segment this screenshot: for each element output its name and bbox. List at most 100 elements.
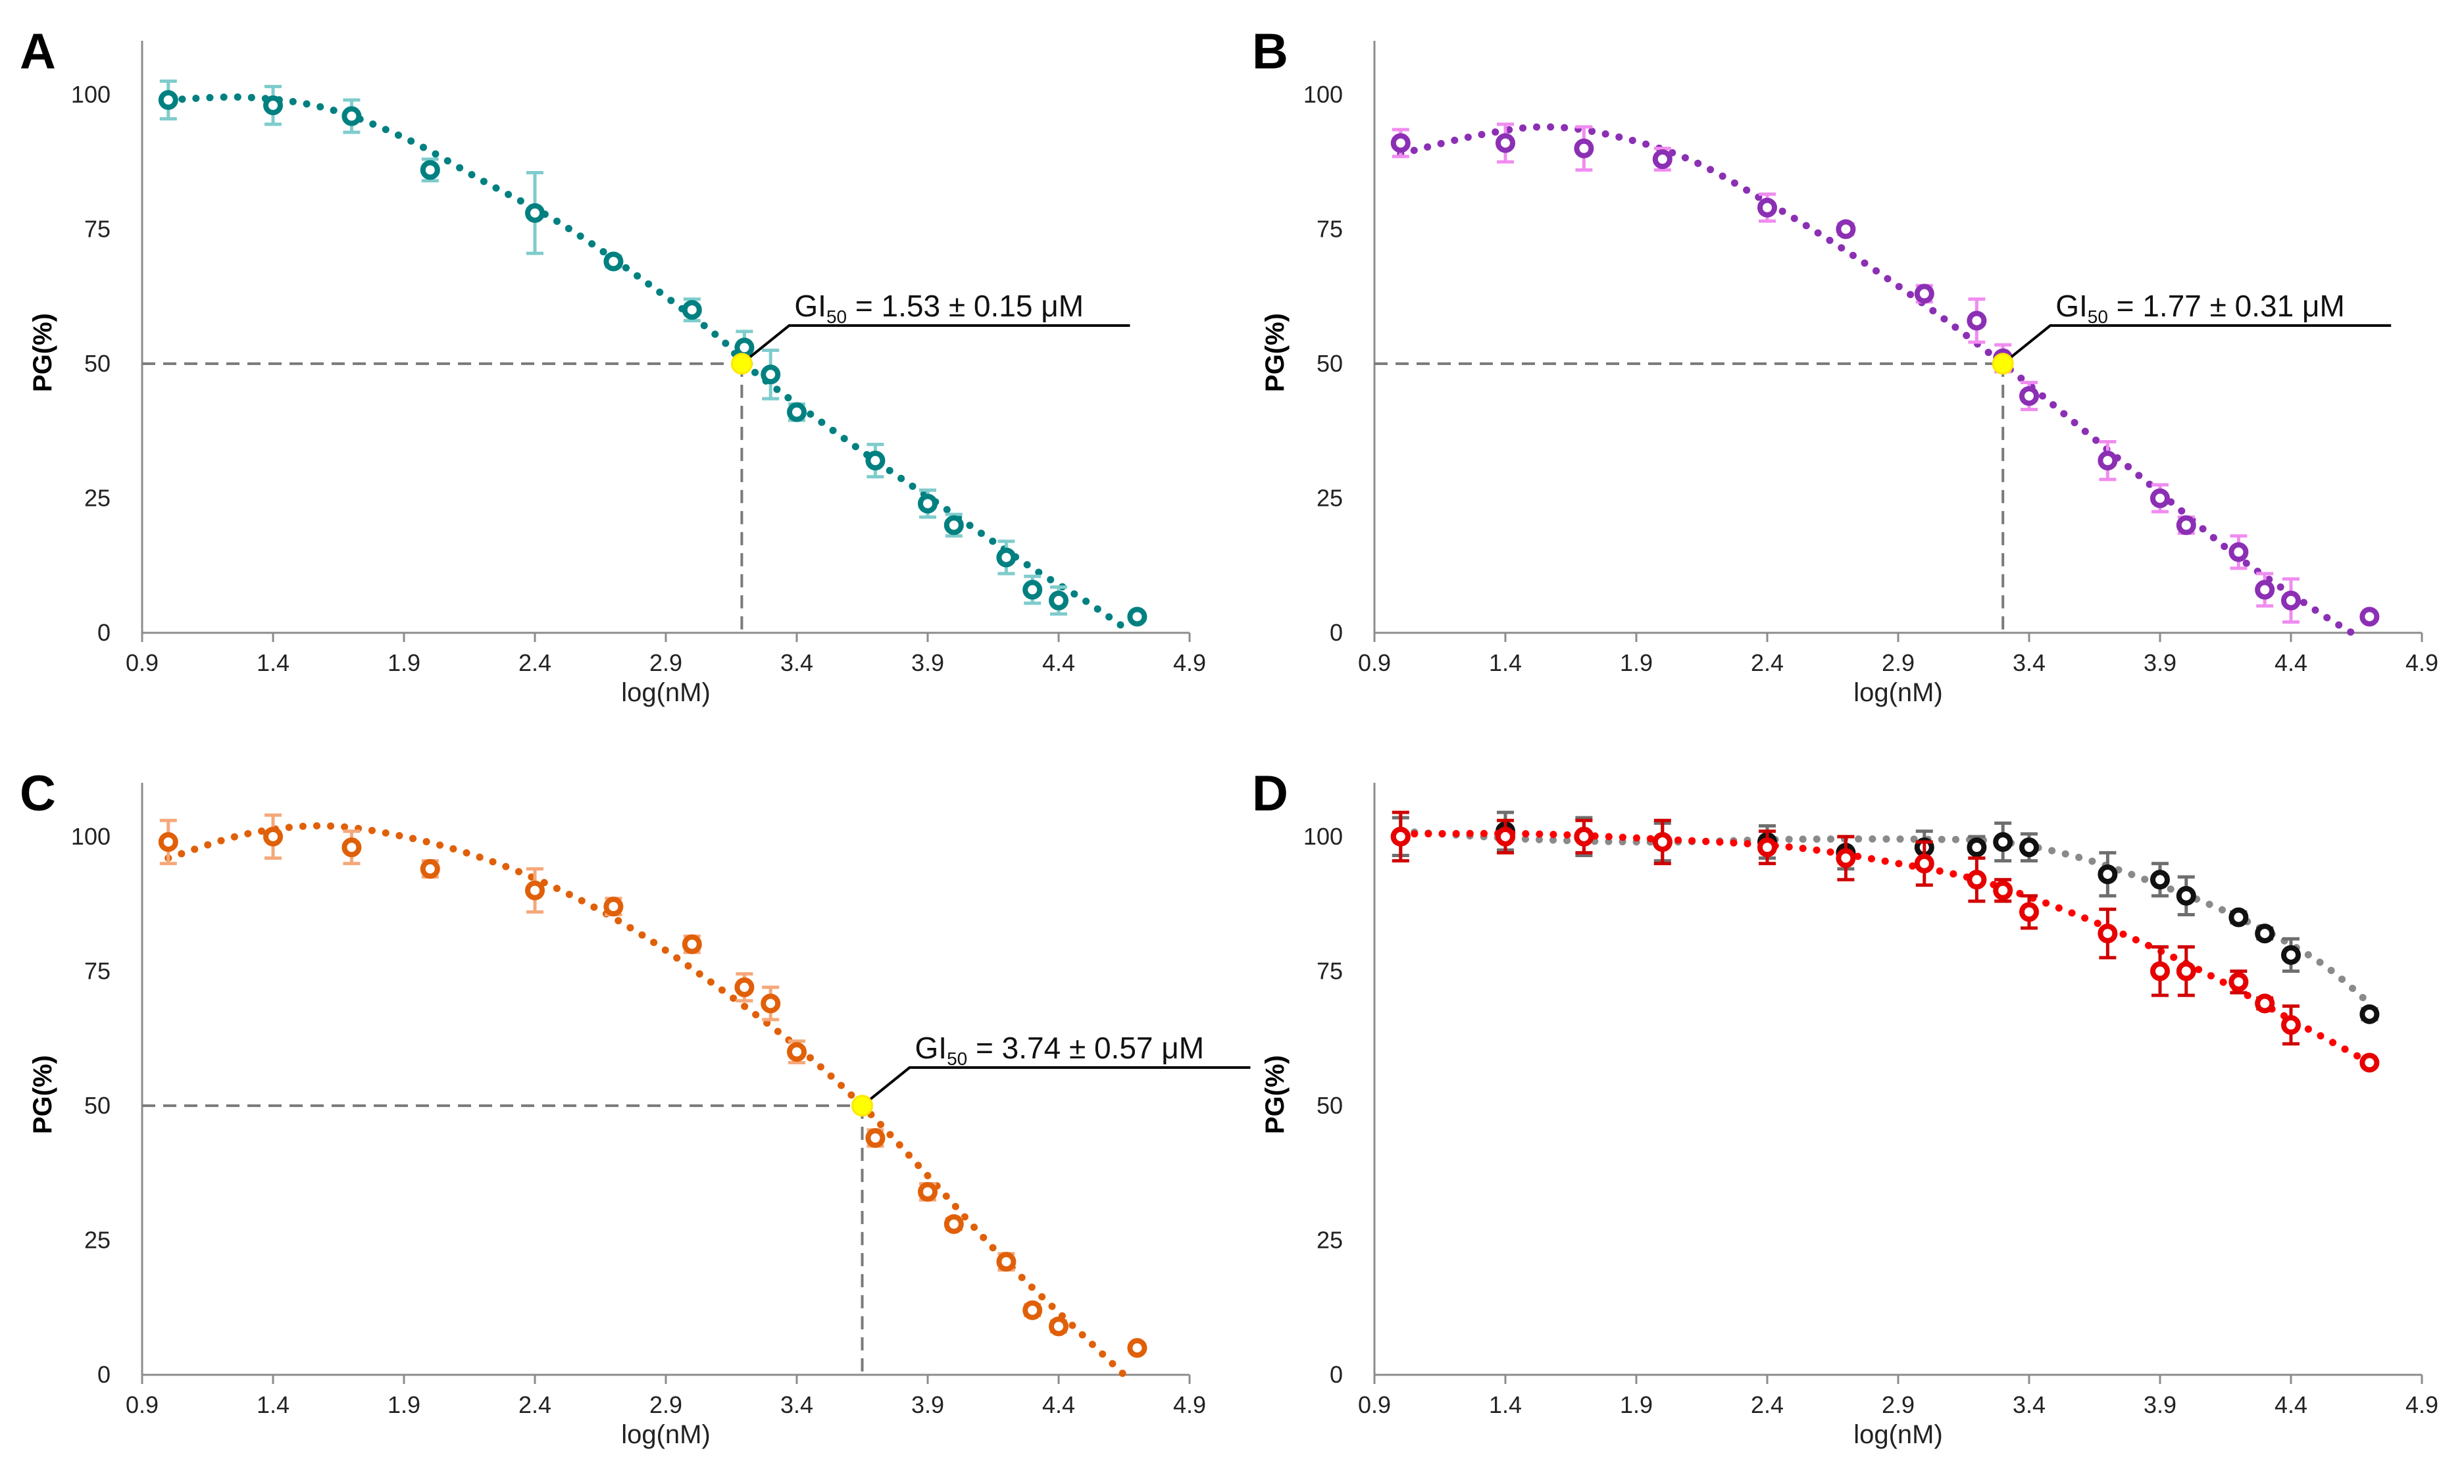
gi50-label-value: = 1.53 ± 0.15 μM [847,289,1084,323]
data-point-black-15 [2281,945,2301,965]
data-point-12 [943,1214,964,1234]
y-tick-label: 25 [1317,484,1343,511]
trend-line-red [1397,829,2373,1066]
y-axis-title: PG(%) [28,313,57,392]
data-point-7 [734,337,755,358]
data-point-red-1 [1496,826,1515,847]
x-tick-label: 0.9 [126,649,159,676]
data-point-red-14 [2255,993,2275,1014]
data-point-black-12 [2176,885,2196,906]
x-tick-label: 1.9 [388,1391,420,1418]
data-point-0 [158,90,178,110]
x-tick-label: 4.9 [1173,649,1206,676]
x-tick-label: 3.4 [2013,1391,2046,1418]
data-point-9 [787,1042,807,1062]
trend-line-black [1397,828,2373,1007]
data-point-14 [2255,580,2275,600]
data-point-9 [2019,386,2039,406]
x-axis-title: log(nM) [1853,678,1943,707]
data-point-red-10 [2098,924,2118,944]
data-point-red-8 [1993,880,2013,901]
x-tick-label: 2.9 [1882,1391,1915,1418]
x-tick-label: 3.4 [780,649,813,676]
data-point-1 [1496,133,1515,153]
x-tick-label: 2.4 [518,649,551,676]
data-point-11 [918,493,938,514]
x-tick-label: 1.9 [1620,649,1653,676]
panel-letter: A [20,24,56,80]
data-point-red-3 [1652,832,1672,852]
data-point-11 [918,1181,938,1202]
data-point-3 [420,160,440,180]
gi50-leader-line [861,1066,1251,1107]
gi50-label-main: GI [2055,289,2088,323]
data-point-8 [761,364,781,385]
x-tick-label: 3.4 [780,1391,813,1418]
data-point-5 [603,897,624,917]
y-tick-label: 25 [84,484,111,511]
x-tick-label: 0.9 [1358,1391,1391,1418]
gi50-marker [730,353,753,375]
x-tick-label: 1.4 [257,1391,289,1418]
gi50-label-subscript: 50 [947,1049,967,1069]
x-tick-label: 4.9 [2405,1391,2438,1418]
y-axis-title: PG(%) [28,1055,57,1134]
gi50-label: GI50 = 1.53 ± 0.15 μM [794,289,1084,327]
gi50-marker [851,1095,873,1117]
data-point-black-10 [2098,864,2118,885]
y-axis-title: PG(%) [1261,313,1290,392]
panel-b: B 0.9 1.4 1.9 2.4 2.9 3.4 3.9 4.4 4.9 0 25 50 75 100 lo… [1232,0,2464,742]
y-tick-label: 100 [71,823,111,850]
data-point-0 [158,832,178,852]
x-tick-label: 1.4 [257,649,289,676]
data-point-3 [420,858,440,879]
data-point-4 [1757,197,1777,218]
data-point-0 [1390,133,1411,153]
x-tick-label: 4.9 [2405,649,2438,676]
data-point-red-7 [1967,870,1987,890]
data-point-red-16 [2359,1052,2380,1073]
x-tick-label: 0.9 [126,1391,159,1418]
data-point-13 [996,547,1017,568]
x-tick-label: 1.4 [1489,649,1522,676]
data-point-15 [1049,590,1069,610]
y-tick-label: 25 [1317,1226,1343,1253]
y-tick-label: 75 [84,215,111,242]
data-point-red-6 [1914,853,1934,874]
x-tick-label: 3.9 [2144,1391,2176,1418]
x-tick-label: 1.4 [1489,1391,1522,1418]
data-point-red-9 [2019,902,2039,922]
y-tick-label: 50 [1317,350,1343,377]
x-tick-label: 2.4 [1751,649,1784,676]
data-point-black-9 [2019,837,2039,858]
data-point-5 [603,251,624,272]
chart-b: B 0.9 1.4 1.9 2.4 2.9 3.4 3.9 4.4 4.9 0 25 50 75 100 lo… [1252,24,2438,707]
panel-letter: B [1252,24,1288,80]
data-point-red-15 [2281,1015,2301,1035]
y-tick-label: 0 [1330,1361,1343,1388]
data-point-red-0 [1390,826,1411,847]
y-tick-label: 100 [1303,81,1343,108]
gi50-marker [1992,353,2014,375]
x-tick-label: 2.4 [518,1391,551,1418]
data-point-1 [263,826,283,847]
data-point-red-11 [2150,961,2170,981]
x-tick-label: 4.4 [1042,649,1075,676]
data-point-black-8 [1993,832,2013,852]
y-tick-label: 0 [1330,619,1343,646]
data-point-12 [943,515,964,535]
x-tick-label: 2.4 [1751,1391,1784,1418]
y-axis-title: PG(%) [1261,1055,1290,1134]
x-tick-label: 2.9 [649,649,682,676]
y-tick-label: 100 [71,81,111,108]
data-point-16 [2359,606,2380,627]
trend-line [1397,123,2360,639]
data-point-12 [2176,515,2196,535]
x-tick-label: 3.4 [2013,649,2046,676]
x-tick-label: 2.9 [1882,649,1915,676]
gi50-label-main: GI [794,289,826,323]
x-tick-label: 4.4 [2275,649,2307,676]
data-point-black-14 [2255,924,2275,944]
data-point-16 [1127,1338,1147,1358]
